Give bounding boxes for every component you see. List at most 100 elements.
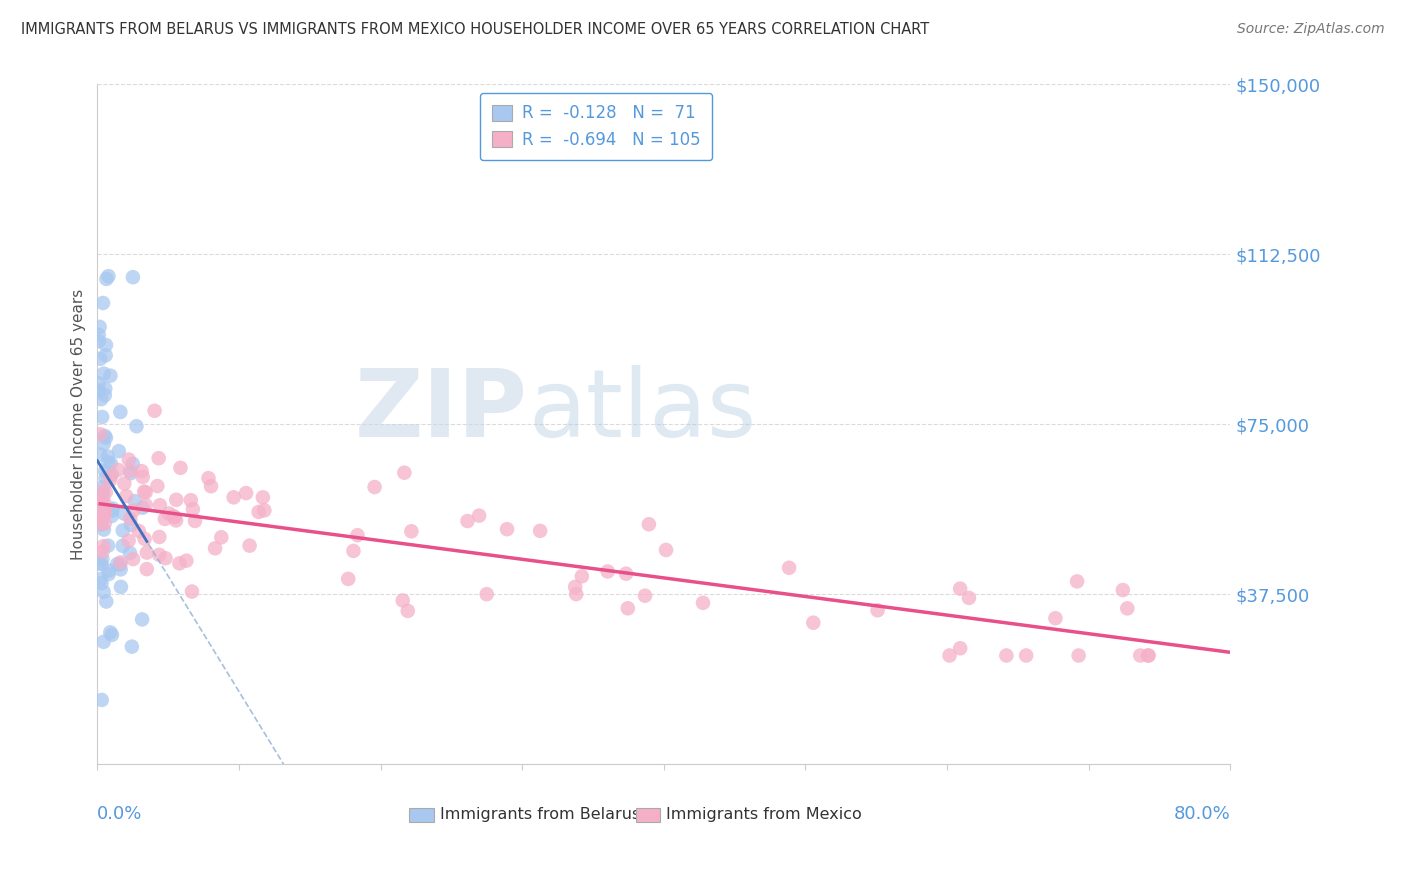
Point xyxy=(108,558,131,572)
Point xyxy=(110,580,132,594)
Point xyxy=(565,587,588,601)
Point xyxy=(169,557,191,571)
Point xyxy=(131,464,153,478)
Point xyxy=(118,546,141,560)
Point xyxy=(468,508,491,523)
Point xyxy=(87,328,110,343)
Point xyxy=(93,367,115,381)
Point xyxy=(100,456,122,470)
Point xyxy=(91,510,114,524)
Point xyxy=(457,514,479,528)
Point xyxy=(1129,648,1152,663)
Point xyxy=(949,582,972,596)
Point xyxy=(105,557,128,571)
Point xyxy=(115,489,138,503)
Point xyxy=(93,479,115,493)
Point xyxy=(529,524,551,538)
Point xyxy=(938,648,960,663)
Point xyxy=(200,479,222,493)
Point xyxy=(571,569,593,583)
Point xyxy=(169,460,191,475)
Text: 0.0%: 0.0% xyxy=(97,805,143,823)
Point xyxy=(135,498,157,512)
Point xyxy=(97,450,120,464)
Point xyxy=(235,486,257,500)
Point xyxy=(90,492,112,507)
Point xyxy=(614,566,637,581)
Point xyxy=(253,503,276,517)
Point xyxy=(118,452,141,467)
Point xyxy=(87,384,110,398)
Point xyxy=(89,516,111,531)
Point xyxy=(98,625,121,640)
Point xyxy=(135,485,157,500)
Point xyxy=(692,596,714,610)
Point xyxy=(209,530,232,544)
Point xyxy=(97,269,120,284)
Point xyxy=(135,562,157,576)
Point xyxy=(391,593,413,607)
Point xyxy=(176,554,198,568)
Y-axis label: Householder Income Over 65 years: Householder Income Over 65 years xyxy=(72,289,86,560)
Point xyxy=(101,467,124,482)
Point xyxy=(134,532,156,546)
Point xyxy=(122,552,145,566)
Point xyxy=(97,567,120,582)
Point xyxy=(122,503,145,517)
Point xyxy=(131,612,153,626)
Point xyxy=(118,464,141,478)
Point xyxy=(1066,574,1088,589)
Point xyxy=(93,436,115,450)
Point xyxy=(122,270,145,285)
Point xyxy=(90,557,112,571)
Point xyxy=(101,628,124,642)
Point xyxy=(90,693,112,707)
Point xyxy=(401,524,423,539)
Point xyxy=(475,587,498,601)
Point xyxy=(89,319,111,334)
Text: atlas: atlas xyxy=(527,365,756,457)
Point xyxy=(181,502,204,516)
Point xyxy=(93,495,115,509)
Point xyxy=(94,485,117,500)
Point xyxy=(89,351,111,366)
Point xyxy=(125,419,148,434)
Point xyxy=(143,403,166,417)
Point xyxy=(181,584,204,599)
Point xyxy=(124,494,146,508)
Point xyxy=(89,556,111,570)
Point xyxy=(91,486,114,500)
Point xyxy=(247,505,270,519)
Point xyxy=(120,512,142,526)
Point xyxy=(96,594,118,608)
Point xyxy=(117,533,139,548)
Point xyxy=(148,548,170,562)
Point xyxy=(496,522,519,536)
Point xyxy=(89,495,111,509)
Point xyxy=(91,296,114,310)
Point xyxy=(93,504,115,518)
Point xyxy=(93,585,115,599)
Point xyxy=(94,429,117,443)
Point xyxy=(94,382,117,396)
Point xyxy=(89,448,111,462)
Point xyxy=(90,572,112,586)
Point xyxy=(135,546,157,560)
Point xyxy=(165,513,187,527)
Point xyxy=(801,615,824,630)
Point xyxy=(110,556,132,570)
Point xyxy=(617,601,640,615)
Point xyxy=(778,561,800,575)
Point xyxy=(866,603,889,617)
Point xyxy=(995,648,1018,663)
Point xyxy=(222,491,245,505)
Point xyxy=(957,591,980,605)
Point xyxy=(93,507,115,521)
Point xyxy=(89,493,111,508)
Legend: R =  -0.128   N =  71, R =  -0.694   N = 105: R = -0.128 N = 71, R = -0.694 N = 105 xyxy=(479,93,711,161)
Text: 80.0%: 80.0% xyxy=(1174,805,1230,823)
Point xyxy=(148,451,170,466)
Point xyxy=(1136,648,1159,663)
Point xyxy=(93,523,115,537)
Point xyxy=(155,551,177,566)
